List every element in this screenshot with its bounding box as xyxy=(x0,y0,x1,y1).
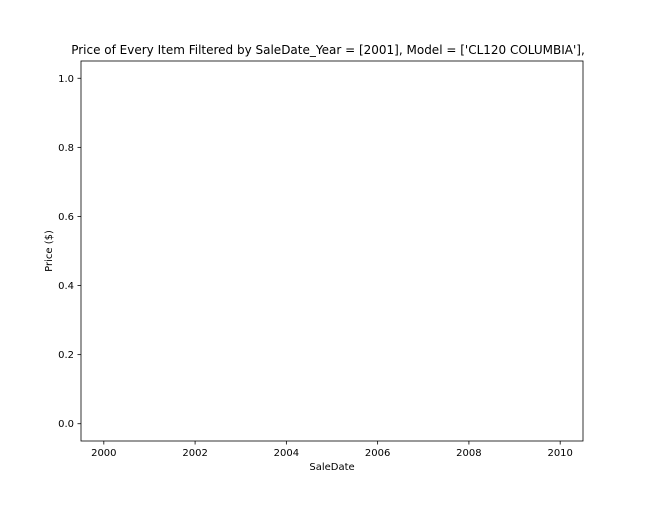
x-axis-ticks: 2000 2002 2004 2006 2008 2010 xyxy=(91,441,573,459)
plot-area-frame xyxy=(80,60,584,442)
y-tick-label: 1.0 xyxy=(58,74,74,85)
y-tick-label: 0.2 xyxy=(58,350,74,361)
y-tick-label: 0.8 xyxy=(58,143,74,154)
y-tick-label: 0.0 xyxy=(58,419,74,430)
y-axis-label: Price ($) xyxy=(44,230,55,272)
y-tick-label: 0.6 xyxy=(58,212,74,223)
x-tick-label: 2004 xyxy=(274,448,299,459)
x-axis-label: SaleDate xyxy=(309,462,354,473)
y-tick-label: 0.4 xyxy=(58,281,74,292)
x-tick-label: 2006 xyxy=(365,448,390,459)
x-tick-label: 2008 xyxy=(456,448,481,459)
y-axis-ticks: 0.0 0.2 0.4 0.6 0.8 1.0 xyxy=(58,74,81,430)
x-tick-label: 2000 xyxy=(91,448,116,459)
x-tick-label: 2002 xyxy=(182,448,207,459)
chart-title: Price of Every Item Filtered by SaleDate… xyxy=(71,43,585,57)
x-tick-label: 2010 xyxy=(547,448,572,459)
